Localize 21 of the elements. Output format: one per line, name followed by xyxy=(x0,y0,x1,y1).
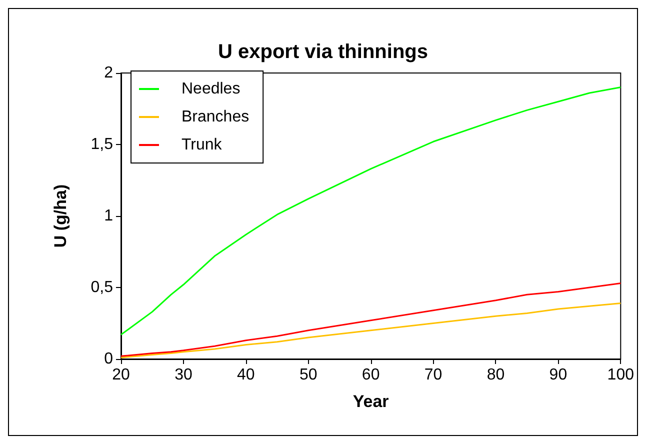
x-tick-label: 50 xyxy=(299,366,318,384)
y-tick-label: 0,5 xyxy=(90,279,114,296)
x-tick-label: 70 xyxy=(424,366,442,384)
x-tick-label: 40 xyxy=(237,366,255,384)
y-tick-label: 0 xyxy=(104,350,114,368)
y-tick-label: 1,5 xyxy=(90,136,114,153)
x-tick-label: 30 xyxy=(174,366,192,384)
y-tick-label: 1 xyxy=(104,208,114,224)
x-axis-title: Year xyxy=(352,392,390,411)
legend-label: Trunk xyxy=(182,136,223,154)
legend-label: Needles xyxy=(182,80,240,98)
x-tick-label: 80 xyxy=(486,366,505,384)
x-tick-label: 60 xyxy=(362,366,380,384)
x-tick-label: 20 xyxy=(112,366,130,384)
x-tick-label: 90 xyxy=(549,366,568,384)
y-tick-label: 2 xyxy=(104,64,114,82)
x-tick-label: 100 xyxy=(607,366,634,384)
line-series xyxy=(120,282,622,357)
legend-label: Branches xyxy=(182,108,250,126)
y-axis-title: U (g/ha) xyxy=(51,184,70,248)
chart-title: U export via thinnings xyxy=(218,41,428,63)
